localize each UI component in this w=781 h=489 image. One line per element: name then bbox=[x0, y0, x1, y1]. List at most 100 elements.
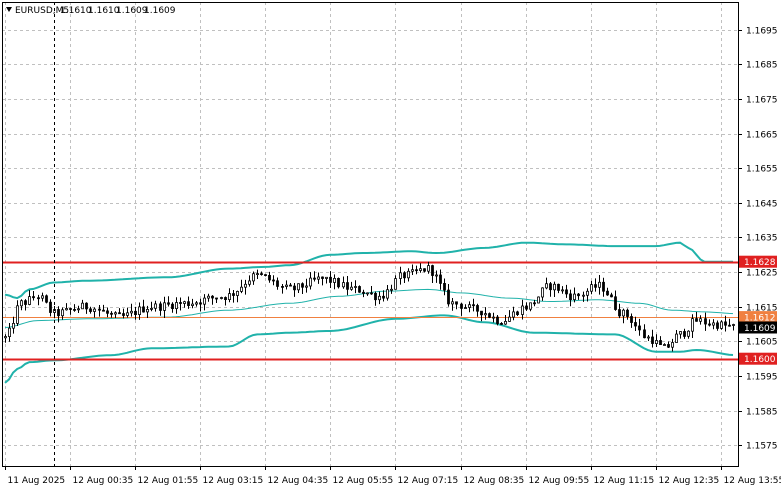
candle bbox=[203, 294, 206, 311]
candle bbox=[114, 311, 117, 318]
candle bbox=[460, 302, 463, 316]
candle bbox=[455, 301, 458, 310]
candle bbox=[724, 315, 727, 332]
candle bbox=[435, 270, 438, 283]
candle bbox=[313, 271, 316, 282]
candle bbox=[260, 271, 263, 276]
candle bbox=[256, 269, 259, 279]
candle bbox=[110, 311, 113, 318]
candle bbox=[683, 328, 686, 339]
x-tick-label: 12 Aug 03:15 bbox=[203, 476, 264, 486]
candle bbox=[350, 281, 353, 291]
candle bbox=[248, 275, 251, 287]
candle bbox=[276, 277, 279, 290]
level-price-tag-1: 1.1600 bbox=[739, 352, 777, 365]
candle bbox=[521, 299, 524, 320]
candle bbox=[183, 300, 186, 308]
candle bbox=[370, 286, 373, 295]
candle bbox=[504, 315, 507, 325]
candle bbox=[630, 313, 633, 328]
candle bbox=[289, 283, 292, 287]
time-axis: 11 Aug 2025 12 Aug 00:35 12 Aug 01:55 12 Au… bbox=[5, 466, 781, 486]
y-tick-label: 1.1635 bbox=[746, 234, 778, 244]
x-tick-label: 12 Aug 13:55 bbox=[724, 476, 781, 486]
candle bbox=[252, 271, 255, 285]
candle bbox=[220, 296, 223, 300]
candle bbox=[500, 322, 503, 325]
candle bbox=[403, 271, 406, 283]
candle bbox=[720, 320, 723, 330]
y-tick-label: 1.1625 bbox=[746, 269, 778, 279]
candle bbox=[77, 305, 80, 313]
candle bbox=[240, 279, 243, 294]
candle bbox=[565, 284, 568, 298]
ohlc-high: 1.1610 bbox=[88, 6, 120, 16]
dropdown-triangle-icon[interactable] bbox=[6, 7, 12, 12]
candle bbox=[374, 291, 377, 306]
band-lower-line bbox=[4, 314, 734, 384]
candle bbox=[464, 304, 467, 310]
candle bbox=[663, 343, 666, 346]
y-tick-label: 1.1615 bbox=[746, 304, 778, 314]
candle bbox=[16, 300, 19, 326]
candle bbox=[423, 268, 426, 273]
ohlc-close: 1.1609 bbox=[144, 6, 176, 16]
candle bbox=[545, 277, 548, 290]
candle bbox=[102, 304, 105, 312]
candle bbox=[586, 288, 589, 302]
candle bbox=[134, 306, 137, 320]
candle bbox=[45, 294, 48, 304]
candle bbox=[472, 298, 475, 312]
candle bbox=[557, 283, 560, 294]
candle bbox=[317, 272, 320, 284]
candle bbox=[346, 276, 349, 296]
candle bbox=[24, 299, 27, 311]
candle bbox=[321, 276, 324, 286]
candle bbox=[65, 303, 68, 311]
candle bbox=[57, 306, 60, 323]
candle bbox=[309, 272, 312, 290]
y-tick-label: 1.1685 bbox=[746, 61, 778, 71]
candle bbox=[195, 301, 198, 307]
candle bbox=[32, 291, 35, 301]
candle bbox=[480, 310, 483, 322]
x-tick-label: 12 Aug 07:15 bbox=[398, 476, 459, 486]
candle bbox=[150, 301, 153, 312]
x-tick-label: 12 Aug 05:55 bbox=[333, 476, 394, 486]
candle bbox=[699, 315, 702, 325]
candle bbox=[529, 302, 532, 312]
candle bbox=[142, 299, 145, 313]
candle bbox=[179, 297, 182, 311]
candle bbox=[488, 312, 491, 319]
candle bbox=[561, 286, 564, 294]
candle bbox=[224, 296, 227, 306]
candle bbox=[337, 277, 340, 289]
candle bbox=[118, 308, 121, 315]
ohlc-low: 1.1609 bbox=[116, 6, 148, 16]
candle bbox=[215, 297, 218, 303]
y-tick-label: 1.1595 bbox=[746, 373, 778, 383]
y-tick-label: 1.1645 bbox=[746, 200, 778, 210]
candle bbox=[516, 310, 519, 316]
candle bbox=[407, 268, 410, 282]
candle bbox=[687, 330, 690, 339]
plot-frame bbox=[2, 2, 739, 467]
candle bbox=[171, 302, 174, 313]
candle bbox=[126, 307, 129, 318]
candle bbox=[85, 302, 88, 314]
candle bbox=[244, 279, 247, 295]
y-tick-label: 1.1575 bbox=[746, 442, 778, 452]
candle bbox=[508, 310, 511, 322]
candle bbox=[533, 299, 536, 307]
candle bbox=[236, 290, 239, 303]
candle bbox=[211, 295, 214, 305]
candle bbox=[573, 287, 576, 303]
y-tick-label: 1.1585 bbox=[746, 408, 778, 418]
candle bbox=[163, 296, 166, 318]
price-line-tag: 1.1612 bbox=[739, 311, 777, 324]
svg-text:1.1609: 1.1609 bbox=[744, 324, 776, 334]
candle bbox=[647, 335, 650, 341]
candle bbox=[496, 315, 499, 326]
